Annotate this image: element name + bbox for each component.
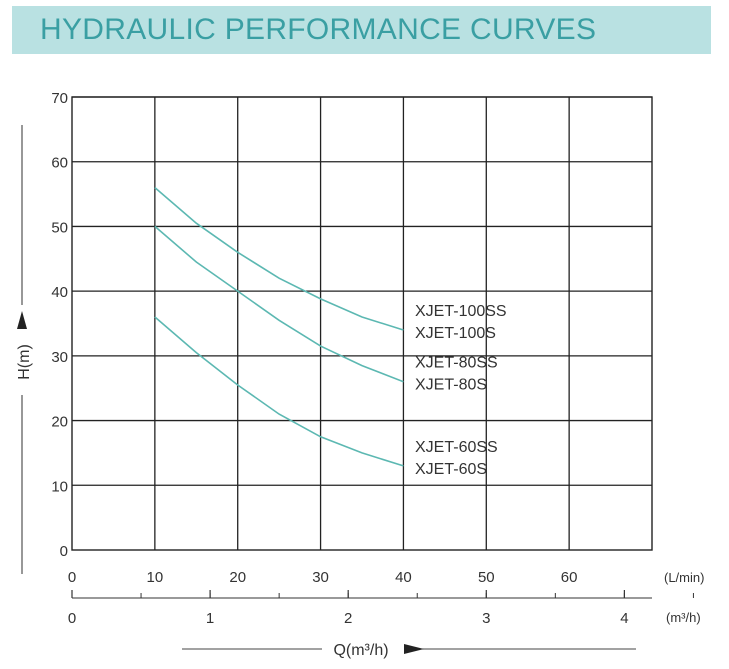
plot-frame [71,96,653,551]
y-tick-label: 10 [51,478,68,495]
y-tick-label: 0 [60,543,68,560]
x-unit-m3h: (m³/h) [666,610,701,625]
title-banner: HYDRAULIC PERFORMANCE CURVES [12,6,711,54]
x-unit-lmin: (L/min) [664,570,704,585]
x-tick-label-lmin: 0 [68,569,76,586]
chart-title: HYDRAULIC PERFORMANCE CURVES [40,13,597,46]
y-axis-label: H(m) [16,344,33,380]
x-axis-arrow [404,644,424,654]
x-tick-label-lmin: 50 [478,569,495,586]
x-tick-label-m3h: 2 [344,610,352,627]
series-label: XJET-60SS [415,439,498,456]
y-tick-label: 30 [51,349,68,366]
x-tick-label-lmin: 60 [561,569,578,586]
curve-2 [154,225,404,383]
x-tick-label-lmin: 10 [147,569,164,586]
y-axis-arrow [17,311,27,329]
y-tick-label: 50 [51,219,68,236]
y-tick-label: 20 [51,414,68,431]
y-tick-label: 60 [51,155,68,172]
y-tick-label: 40 [51,284,68,301]
y-tick-label: 70 [51,90,68,107]
series-label: XJET-80S [415,377,487,394]
series-label: XJET-80SS [415,355,498,372]
x-tick-label-lmin: 30 [312,569,329,586]
x-axis-label: Q(m³/h) [333,642,388,659]
x-tick-label-m3h: 1 [206,610,214,627]
x-tick-label-m3h: 3 [482,610,490,627]
x-tick-label-m3h: 0 [68,610,76,627]
x-tick-label-m3h: 4 [620,610,628,627]
series-label: XJET-100SS [415,303,507,320]
x-tick-label-lmin: 20 [229,569,246,586]
series-label: XJET-100S [415,325,496,342]
x-tick-label-lmin: 40 [395,569,412,586]
curve-1 [154,186,404,331]
curve-3 [154,316,404,467]
series-label: XJET-60S [415,461,487,478]
